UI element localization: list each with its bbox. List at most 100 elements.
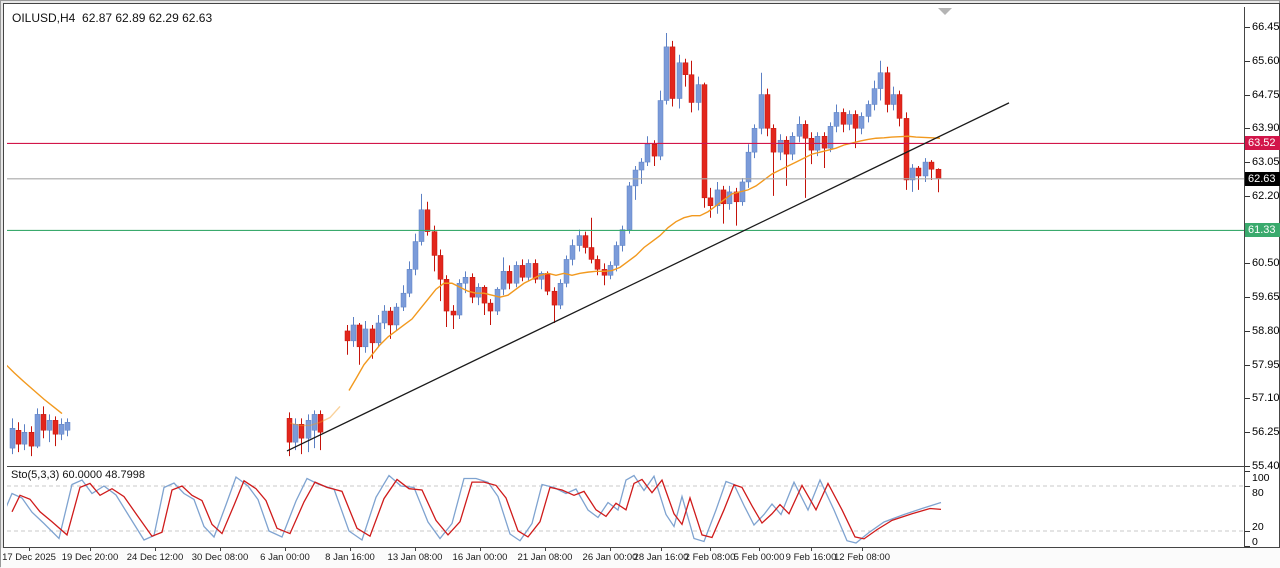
price-badge-support: 61.33 [1245, 223, 1280, 237]
time-axis-tick [155, 547, 156, 551]
price-axis-tick [1245, 128, 1250, 129]
candle [495, 289, 500, 311]
candle [507, 271, 512, 283]
indicator-pane[interactable] [7, 467, 1244, 549]
time-axis-tick [350, 547, 351, 551]
indicator-axis-label: 100 [1252, 472, 1270, 484]
candle [885, 73, 890, 105]
time-axis-tick [29, 547, 30, 551]
candle [746, 152, 751, 182]
candle [394, 307, 399, 325]
candle [853, 114, 858, 128]
candle [47, 420, 52, 430]
candle [451, 311, 456, 315]
candle [10, 428, 15, 448]
price-axis-label: 62.20 [1252, 190, 1280, 202]
candle [376, 323, 381, 343]
candle [558, 283, 563, 305]
price-axis-label: 60.50 [1252, 257, 1280, 269]
candle [834, 112, 839, 126]
candle [670, 47, 675, 99]
candle [652, 144, 657, 156]
candle [765, 95, 770, 129]
candle [847, 114, 852, 124]
candle [476, 287, 481, 297]
candle [620, 230, 625, 246]
candle [664, 47, 669, 101]
candle [401, 293, 406, 307]
price-axis-tick [1245, 61, 1250, 62]
candle [633, 170, 638, 186]
candle [929, 162, 934, 169]
candle [897, 95, 902, 119]
candle [627, 186, 632, 230]
pane-separator[interactable] [7, 466, 1244, 467]
candle [577, 236, 582, 246]
candle [425, 210, 430, 232]
time-axis-tick [285, 547, 286, 551]
candle [904, 118, 909, 180]
candle [545, 273, 550, 291]
price-axis-tick [1245, 365, 1250, 366]
candle [370, 329, 375, 343]
candle [564, 259, 569, 283]
price-axis-tick [1245, 196, 1250, 197]
candle [689, 75, 694, 103]
time-axis-tick [759, 547, 760, 551]
candle [306, 420, 311, 438]
price-axis-tick [1245, 263, 1250, 264]
candle [438, 255, 443, 279]
candle [432, 232, 437, 256]
candle [470, 277, 475, 297]
time-axis-tick [661, 547, 662, 551]
time-axis-tick [545, 547, 546, 551]
candle [916, 168, 921, 176]
time-axis-label: 12 Feb 08:00 [817, 552, 907, 563]
price-axis-label: 58.80 [1252, 325, 1280, 337]
candle [658, 100, 663, 156]
candle [299, 424, 304, 438]
price-axis-label: 66.45 [1252, 21, 1280, 33]
candle [803, 124, 808, 138]
candle [583, 236, 588, 248]
candle [759, 95, 764, 129]
candle [778, 140, 783, 152]
candle [878, 73, 883, 89]
indicator-label: Sto(5,3,3) 60.0000 48.7998 [11, 469, 145, 481]
candle [514, 265, 519, 283]
candle [351, 325, 356, 341]
candle [790, 136, 795, 154]
candle [866, 104, 871, 116]
candle [488, 303, 493, 311]
candle [22, 432, 27, 444]
candle [891, 95, 896, 105]
candle [388, 311, 393, 325]
chart-title: OILUSD,H4 62.87 62.89 62.29 62.63 [12, 11, 212, 25]
candle [363, 329, 368, 347]
candle [463, 277, 468, 283]
candle [419, 210, 424, 242]
candle [809, 138, 814, 150]
candle [639, 162, 644, 170]
candle [872, 89, 877, 105]
candle [482, 287, 487, 303]
candle [570, 246, 575, 260]
chart-box: OILUSD,H4 62.87 62.89 62.29 62.63 Sto(5,… [3, 3, 1280, 548]
time-axis-tick [90, 547, 91, 551]
candle [841, 112, 846, 124]
candle [595, 259, 600, 269]
indicator-axis-label: 0 [1252, 536, 1258, 548]
indicator-axis-tick [1245, 546, 1250, 547]
candle [520, 265, 525, 277]
time-axis-tick [415, 547, 416, 551]
price-axis-label: 63.90 [1252, 122, 1280, 134]
candle [708, 198, 713, 206]
ma-line [349, 136, 940, 390]
candle [683, 63, 688, 75]
main-chart-area[interactable] [7, 7, 1244, 466]
price-axis-label: 65.60 [1252, 55, 1280, 67]
price-axis-tick [1245, 27, 1250, 28]
chart-shift-marker-icon[interactable] [938, 8, 952, 15]
